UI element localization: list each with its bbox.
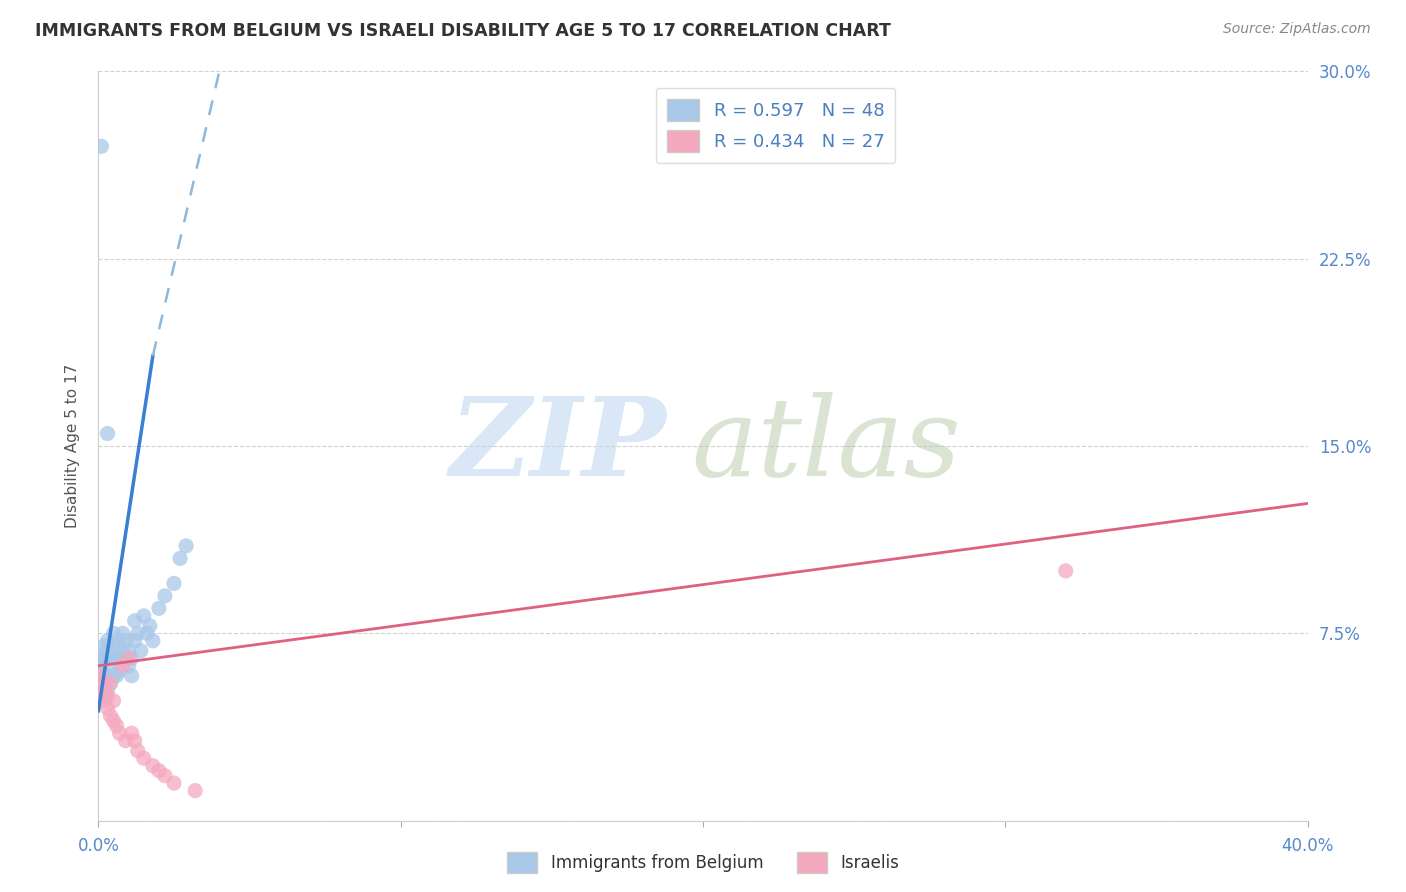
Point <box>94 644 117 658</box>
Point <box>1054 564 1077 578</box>
Point <box>103 694 125 708</box>
Point <box>108 651 131 665</box>
Point <box>105 651 128 665</box>
Point <box>174 539 197 553</box>
Point <box>90 664 112 678</box>
Legend: Immigrants from Belgium, Israelis: Immigrants from Belgium, Israelis <box>501 846 905 880</box>
Point <box>96 689 118 703</box>
Point <box>93 694 115 708</box>
Point <box>114 733 136 747</box>
Point <box>96 669 118 683</box>
Point <box>142 633 165 648</box>
Point <box>153 589 176 603</box>
Point <box>93 676 115 690</box>
Point <box>96 701 118 715</box>
Point <box>108 726 131 740</box>
Point <box>103 714 125 728</box>
Point <box>135 626 157 640</box>
Point <box>111 644 134 658</box>
Text: atlas: atlas <box>690 392 960 500</box>
Point <box>96 633 118 648</box>
Point <box>90 676 112 690</box>
Point <box>105 669 128 683</box>
Point <box>90 689 112 703</box>
Point <box>118 644 141 658</box>
Point <box>139 619 162 633</box>
Point <box>169 551 191 566</box>
Point <box>100 708 122 723</box>
Point <box>121 651 143 665</box>
Point <box>153 769 176 783</box>
Point <box>93 676 115 690</box>
Point <box>114 633 136 648</box>
Legend: R = 0.597   N = 48, R = 0.434   N = 27: R = 0.597 N = 48, R = 0.434 N = 27 <box>655 88 896 162</box>
Point <box>103 626 125 640</box>
Point <box>121 726 143 740</box>
Point <box>108 639 131 653</box>
Point <box>96 651 118 665</box>
Point <box>184 783 207 797</box>
Point <box>96 683 118 698</box>
Text: Source: ZipAtlas.com: Source: ZipAtlas.com <box>1223 22 1371 37</box>
Y-axis label: Disability Age 5 to 17: Disability Age 5 to 17 <box>65 364 80 528</box>
Point <box>105 719 128 733</box>
Point <box>93 639 115 653</box>
Point <box>90 139 112 153</box>
Point <box>163 576 186 591</box>
Point <box>114 651 136 665</box>
Point <box>90 651 112 665</box>
Point <box>121 669 143 683</box>
Point <box>124 633 146 648</box>
Point <box>111 626 134 640</box>
Point <box>100 658 122 673</box>
Text: ZIP: ZIP <box>450 392 666 500</box>
Point <box>91 669 114 683</box>
Point <box>127 626 149 640</box>
Text: IMMIGRANTS FROM BELGIUM VS ISRAELI DISABILITY AGE 5 TO 17 CORRELATION CHART: IMMIGRANTS FROM BELGIUM VS ISRAELI DISAB… <box>35 22 891 40</box>
Point <box>100 676 122 690</box>
Point <box>89 657 111 671</box>
Point <box>124 733 146 747</box>
Point <box>96 426 118 441</box>
Point <box>105 633 128 648</box>
Point <box>148 764 170 778</box>
Point <box>103 651 125 665</box>
Point <box>132 608 155 623</box>
Point <box>124 614 146 628</box>
Point <box>118 651 141 665</box>
Point <box>89 669 111 683</box>
Point <box>148 601 170 615</box>
Point <box>132 751 155 765</box>
Point <box>91 683 114 698</box>
Point <box>127 744 149 758</box>
Point <box>108 664 131 678</box>
Point <box>100 644 122 658</box>
Point <box>129 644 152 658</box>
Point <box>111 658 134 673</box>
Point <box>118 658 141 673</box>
Point <box>90 676 112 690</box>
Point <box>163 776 186 790</box>
Point <box>103 669 125 683</box>
Point <box>142 758 165 772</box>
Point <box>93 651 115 665</box>
Point <box>100 676 122 690</box>
